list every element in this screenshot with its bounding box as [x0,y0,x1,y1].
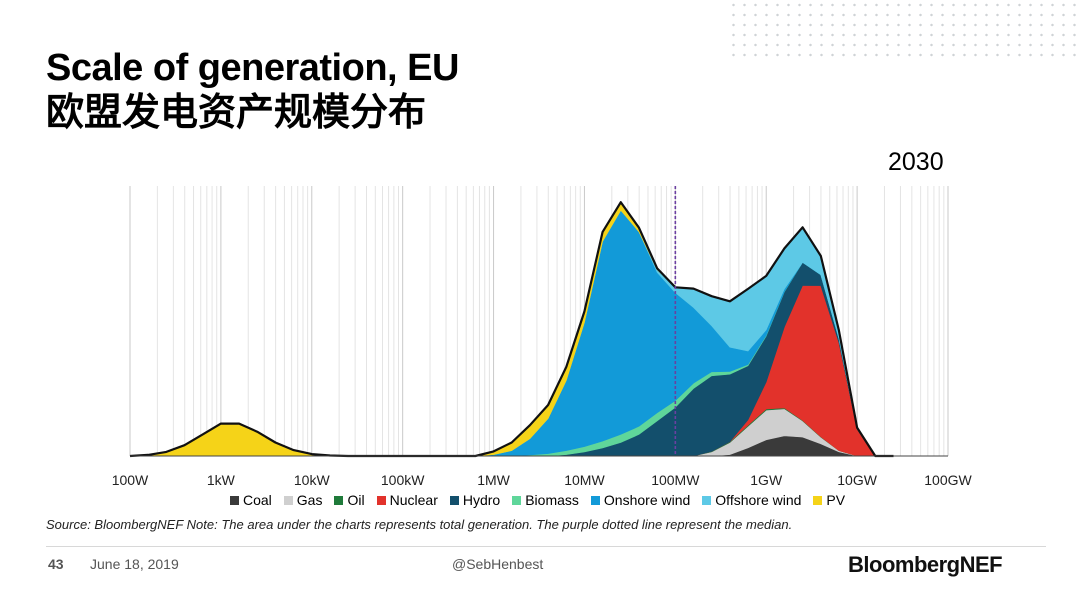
legend-label: Nuclear [389,492,438,508]
footer-handle: @SebHenbest [452,556,544,572]
legend-label: Onshore wind [603,492,691,508]
legend-swatch [449,495,459,505]
legend-item: Oil [334,492,365,508]
chart-total-outline [129,201,894,458]
legend-swatch [702,495,712,505]
x-tick-label: 10GW [837,472,877,488]
legend-label: Offshore wind [715,492,802,508]
page-number: 43 [48,556,64,572]
legend-label: PV [826,492,846,508]
legend-item: Biomass [512,492,579,508]
x-tick-label: 10MW [564,472,605,488]
legend-item: Offshore wind [702,492,801,508]
legend-item: Nuclear [376,492,438,508]
legend-swatch [590,495,600,505]
chart-area-series [129,201,894,457]
chart-legend: Coal Gas Oil Nuclear Hydro Biomass Onshore win… [230,491,857,509]
slide-title: Scale of generation, EU [46,47,459,89]
legend-label: Gas [296,492,323,508]
footer-divider [46,546,1046,547]
legend-swatch [283,495,293,505]
legend-label: Biomass [525,492,579,508]
slide-subtitle: 欧盟发电资产规模分布 [46,92,427,134]
legend-swatch [230,495,239,505]
legend-item: PV [813,492,845,508]
footer-date: June 18, 2019 [90,556,179,572]
x-tick-label: 1MW [477,472,510,488]
legend-item: Coal [230,492,272,508]
legend-item: Onshore wind [590,492,691,508]
legend-swatch [376,495,386,505]
legend-label: Coal [243,492,272,508]
legend-item: Hydro [449,492,501,508]
legend-item: Gas [283,492,323,508]
total-outline [129,201,894,458]
x-tick-label: 10kW [294,472,331,488]
decorative-dot-pattern [728,0,1080,62]
brand-logo: BloombergNEF [848,552,1003,577]
chart-year-label: 2030 [888,148,944,176]
legend-label: Oil [347,492,365,508]
x-tick-label: 1GW [750,472,783,488]
x-tick-label: 100W [112,472,149,488]
legend-label: Hydro [462,492,501,508]
legend-swatch [334,495,344,505]
legend-swatch [512,495,522,505]
chart-x-axis: 100W 1kW 10kW 100kW 1MW 10MW 100MW 1GW 10GW 100GW [112,455,973,488]
x-tick-label: 100kW [381,472,425,488]
source-note: Source: BloombergNEF Note: The area unde… [46,517,793,532]
x-tick-label: 1kW [207,472,236,488]
x-tick-label: 100GW [924,472,972,488]
legend-swatch [813,495,823,505]
x-tick-label: 100MW [651,472,700,488]
